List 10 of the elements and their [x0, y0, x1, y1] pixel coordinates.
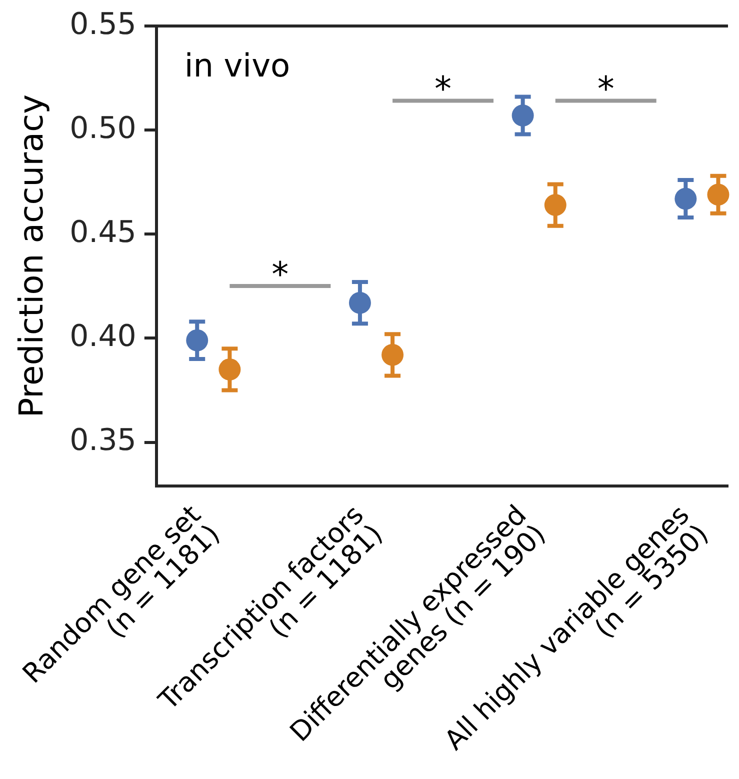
y-axis-title: Prediction accuracy — [11, 94, 50, 418]
annotation: * — [597, 70, 614, 110]
y-tick-label: 0.45 — [70, 214, 136, 250]
y-tick-label: 0.55 — [70, 6, 136, 42]
y-tick-label: 0.50 — [70, 110, 136, 146]
y-tick-label: 0.35 — [70, 423, 136, 458]
annotation: in vivo — [184, 46, 290, 84]
y-tick-label: 0.40 — [70, 319, 136, 354]
annotation: * — [272, 254, 289, 295]
annotation: * — [434, 70, 452, 110]
